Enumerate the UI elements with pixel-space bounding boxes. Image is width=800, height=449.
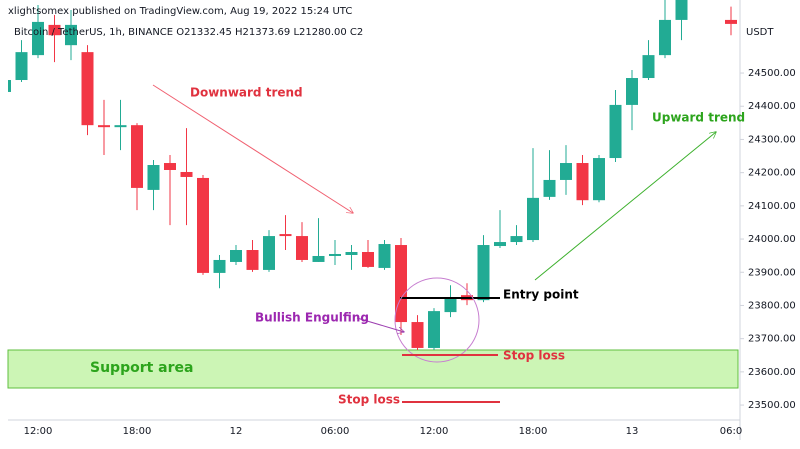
y-tick-label: 24500.00 xyxy=(748,68,796,79)
candle-body xyxy=(246,250,259,270)
candle-body xyxy=(560,163,572,180)
candle-body xyxy=(279,234,292,237)
candle-body xyxy=(494,242,506,247)
candle-body xyxy=(411,322,424,348)
candle-body xyxy=(428,311,440,348)
y-tick-label: 24000.00 xyxy=(748,234,796,245)
candle-body xyxy=(131,125,143,188)
y-tick-label: 24300.00 xyxy=(748,134,796,145)
x-tick-label: 12:00 xyxy=(420,426,449,437)
candle-body xyxy=(527,197,539,241)
x-tick-label: 06:00 xyxy=(321,426,350,437)
candle-body xyxy=(329,253,341,256)
candle-body xyxy=(81,52,94,126)
candle-body xyxy=(213,259,226,273)
x-tick-label: 06:0 xyxy=(720,426,742,437)
y-tick-label: 23700.00 xyxy=(748,334,796,345)
candle-body xyxy=(164,163,176,170)
up-arrow xyxy=(534,132,716,281)
candle-body xyxy=(642,55,655,79)
stop-label: Stop loss xyxy=(338,393,400,407)
y-tick-label: 24100.00 xyxy=(748,201,796,212)
candle-body xyxy=(378,244,391,268)
x-tick-label: 13 xyxy=(626,426,639,437)
currency: USDT xyxy=(746,27,774,38)
down-arrow xyxy=(152,84,353,213)
engulfing-arrow xyxy=(356,317,404,332)
symbol-info: Bitcoin / TetherUS, 1h, BINANCE O21332.4… xyxy=(14,27,363,38)
candle-body xyxy=(626,78,638,105)
candle-body xyxy=(675,0,688,20)
candle-body xyxy=(114,125,127,128)
candle-body xyxy=(98,125,110,128)
candle-body xyxy=(197,177,209,273)
downward-label: Downward trend xyxy=(190,86,303,100)
candle-body xyxy=(65,24,77,46)
candle-body xyxy=(263,236,275,270)
y-tick-label: 24200.00 xyxy=(748,168,796,179)
publisher: xlightsomex published on TradingView.com… xyxy=(8,6,352,17)
x-tick-label: 12:00 xyxy=(24,426,53,437)
candle-body xyxy=(296,236,308,260)
candle-body xyxy=(510,236,523,243)
support-label: Support area xyxy=(90,360,193,376)
engulfing-label: Bullish Engulfing xyxy=(255,311,369,325)
candle-body xyxy=(444,298,457,313)
candle-body xyxy=(659,19,671,56)
candle-body xyxy=(593,158,605,201)
x-tick-label: 12 xyxy=(230,426,243,437)
candle-body xyxy=(725,19,737,24)
x-tick-label: 18:00 xyxy=(123,426,152,437)
engulfing-circle xyxy=(394,277,480,363)
candle-body xyxy=(8,80,11,92)
entry-label: Entry point xyxy=(503,288,579,302)
support-zone xyxy=(7,349,739,389)
upward-label: Upward trend xyxy=(652,111,745,125)
x-tick-label: 18:00 xyxy=(519,426,548,437)
candle-body xyxy=(48,24,61,36)
candle-body xyxy=(395,245,407,323)
candle-body xyxy=(576,163,589,201)
candle-body xyxy=(345,252,358,255)
candle-body xyxy=(609,104,622,159)
candle-body xyxy=(180,171,193,177)
y-tick-label: 23500.00 xyxy=(748,400,796,411)
y-tick-label: 23600.00 xyxy=(748,367,796,378)
candle-body xyxy=(362,252,374,267)
stop-label: Stop loss xyxy=(503,349,565,363)
candle-body xyxy=(32,21,44,56)
y-tick-label: 24400.00 xyxy=(748,101,796,112)
candle-body xyxy=(477,245,490,301)
candle-body xyxy=(15,52,28,81)
candle-body xyxy=(147,165,160,190)
candle-body xyxy=(230,250,242,262)
y-tick-label: 23900.00 xyxy=(748,267,796,278)
y-tick-label: 23800.00 xyxy=(748,300,796,311)
plot xyxy=(8,0,737,350)
candle-body xyxy=(543,179,556,197)
candle-body xyxy=(312,255,325,262)
